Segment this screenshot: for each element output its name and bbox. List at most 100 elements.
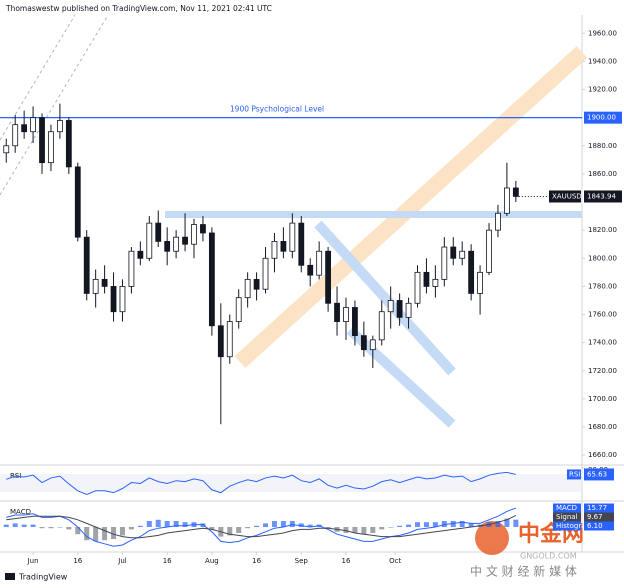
candle-body <box>387 300 394 313</box>
footer-logo <box>5 573 15 580</box>
candle-body <box>423 271 430 287</box>
watermark-site: GNGOLD.COM <box>520 552 577 561</box>
candle-body <box>92 278 99 294</box>
candle-body <box>352 307 358 337</box>
candle-body <box>307 264 314 276</box>
candle-body <box>217 325 224 358</box>
candle-body <box>128 250 135 287</box>
candle-body <box>173 236 180 252</box>
histogram-bar <box>432 522 438 527</box>
y-tick-label: 1720.00 <box>588 367 617 375</box>
y-tick-label: 1860.00 <box>588 170 617 178</box>
x-tick-label: 16 <box>342 557 351 565</box>
histogram-bar <box>164 521 170 527</box>
candle-body <box>486 229 492 273</box>
histogram-bar <box>155 519 161 527</box>
candle-body <box>101 278 108 287</box>
candle-body <box>432 278 439 287</box>
candle-body <box>3 145 10 154</box>
histogram-bar <box>307 524 313 527</box>
histogram-bar <box>406 524 412 527</box>
x-tick-label: Jun <box>27 557 39 565</box>
candle-body <box>30 117 36 133</box>
candle-body <box>450 246 457 259</box>
candle-body <box>164 241 171 252</box>
candle-body <box>459 250 466 259</box>
histogram-bar <box>280 521 286 527</box>
histogram-bar <box>370 527 376 533</box>
histogram-bar <box>57 527 63 528</box>
histogram-bar <box>459 521 465 527</box>
histogram-bar <box>111 527 117 539</box>
macd-value-box <box>584 503 614 513</box>
histogram-bar <box>227 527 233 536</box>
y-tick-label: 1960.00 <box>588 29 617 37</box>
candle-body <box>378 311 385 341</box>
histogram-bar <box>289 521 295 527</box>
zone-drawing <box>165 211 582 218</box>
histogram-bar <box>513 519 519 527</box>
level-label: 1900.00 <box>587 114 616 122</box>
x-tick-label: Aug <box>205 557 219 565</box>
macd-line <box>6 514 517 539</box>
watermark-logo <box>475 521 509 555</box>
macd-name-box <box>553 512 581 522</box>
macd-title: MACD <box>10 508 31 516</box>
x-tick-label: 16 <box>252 557 261 565</box>
macd-name-label: Histogram <box>556 522 592 530</box>
histogram-bar <box>39 527 45 529</box>
level-annotation: 1900 Psychological Level <box>230 105 324 114</box>
histogram-bar <box>343 527 349 533</box>
candle-body <box>12 124 19 147</box>
x-tick-label: 16 <box>163 557 172 565</box>
candle-body <box>74 166 81 238</box>
y-tick-label: 1820.00 <box>588 226 617 234</box>
candle-body <box>65 120 72 168</box>
candle-body <box>191 224 197 245</box>
candle-body <box>226 321 233 358</box>
histogram-bar <box>361 527 367 535</box>
price-box <box>584 190 622 203</box>
histogram-bar <box>119 527 125 536</box>
y-tick-label: 1700.00 <box>588 395 617 403</box>
symbol-label: XAUUSD <box>552 192 582 200</box>
channel-drawing <box>346 326 456 428</box>
histogram-bar <box>93 527 99 542</box>
histogram-bar <box>441 521 447 527</box>
candle-body <box>360 335 367 351</box>
candle-body <box>289 222 296 252</box>
candle-body <box>504 187 510 214</box>
macd-name-label: Signal <box>556 513 578 521</box>
y-tick-label: 1780.00 <box>588 282 617 290</box>
histogram-bar <box>236 527 242 533</box>
candle-body <box>39 117 45 164</box>
candle-body <box>325 250 332 304</box>
candle-body <box>512 187 519 197</box>
macd-value-box <box>584 512 614 522</box>
candle-body <box>208 232 215 327</box>
histogram-bar <box>298 523 304 527</box>
candle-body <box>200 224 206 234</box>
candle-body <box>477 271 483 294</box>
candle-body <box>83 236 90 294</box>
watermark-tagline: 中 文 财 经 新 媒 体 <box>470 564 577 579</box>
y-tick-label: 1920.00 <box>588 86 617 94</box>
histogram-bar <box>468 523 474 527</box>
candle-body <box>468 250 475 294</box>
histogram-bar <box>450 521 456 527</box>
candle-body <box>119 286 126 313</box>
y-tick-label: 1800.00 <box>588 254 617 262</box>
symbol-box <box>549 190 581 203</box>
histogram-bar <box>325 527 331 529</box>
histogram-bar <box>66 527 72 530</box>
candle-body <box>414 271 421 304</box>
footer: TradingView <box>18 573 68 582</box>
price-label: 1843.94 <box>587 192 616 200</box>
macd-name-label: MACD <box>556 504 577 512</box>
histogram-bar <box>352 527 358 533</box>
histogram-bar <box>12 523 18 527</box>
rsi-name-label: RSI <box>569 470 580 478</box>
x-tick-label: 16 <box>73 557 82 565</box>
candle-body <box>48 131 54 164</box>
